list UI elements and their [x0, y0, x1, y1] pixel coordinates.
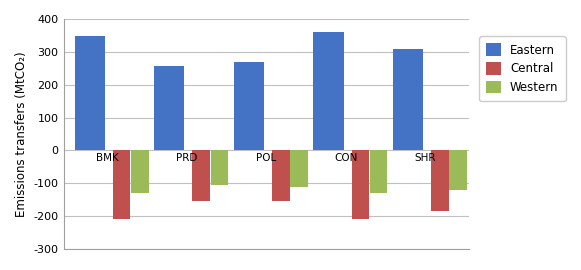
Bar [154, 66, 185, 150]
Text: SHR: SHR [415, 153, 436, 163]
Bar [393, 49, 423, 150]
Bar [131, 150, 149, 193]
Bar [75, 36, 105, 150]
Text: POL: POL [256, 153, 277, 163]
Text: PRD: PRD [176, 153, 198, 163]
Bar [113, 150, 130, 219]
Bar [450, 150, 467, 190]
Bar [370, 150, 388, 193]
Bar [192, 150, 210, 201]
Bar [234, 62, 264, 150]
Bar [211, 150, 228, 185]
Text: BMK: BMK [96, 153, 119, 163]
Bar [431, 150, 449, 211]
Bar [290, 150, 308, 187]
Legend: Eastern, Central, Western: Eastern, Central, Western [479, 36, 565, 102]
Bar [352, 150, 369, 219]
Y-axis label: Emissions transfers (MtCO₂): Emissions transfers (MtCO₂) [15, 51, 28, 217]
Text: CON: CON [334, 153, 358, 163]
Bar [313, 32, 343, 150]
Bar [272, 150, 289, 201]
